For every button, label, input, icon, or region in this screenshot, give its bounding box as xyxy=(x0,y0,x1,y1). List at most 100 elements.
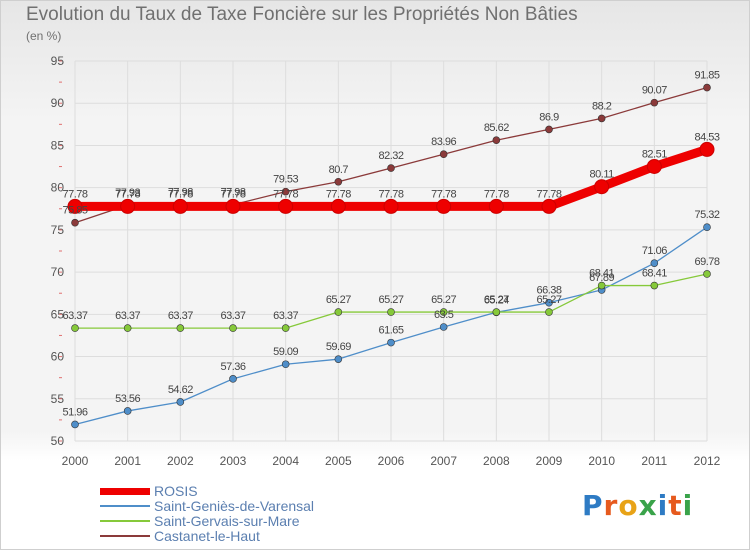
data-label: 77.78 xyxy=(115,188,140,200)
data-point xyxy=(334,177,343,186)
data-label: 88.2 xyxy=(592,100,612,112)
data-label: 83.96 xyxy=(431,136,456,148)
data-point xyxy=(492,308,501,316)
y-tick-label: 60 xyxy=(51,350,65,364)
x-tick-label: 2006 xyxy=(378,454,405,468)
y-tick-label: 65 xyxy=(51,307,65,321)
data-point xyxy=(545,308,553,316)
data-label: 63.37 xyxy=(168,310,193,322)
data-point xyxy=(387,308,395,316)
y-tick-label: 70 xyxy=(51,265,65,279)
data-label: 54.62 xyxy=(168,384,193,396)
data-point xyxy=(123,324,132,332)
y-tick-label: 85 xyxy=(51,138,65,152)
x-tick-label: 2002 xyxy=(167,454,194,468)
data-point xyxy=(699,141,715,157)
data-point xyxy=(650,98,659,107)
data-point xyxy=(545,298,553,307)
data-point xyxy=(387,338,395,347)
data-point xyxy=(334,355,343,363)
data-point xyxy=(383,198,399,214)
data-point xyxy=(67,198,83,214)
data-point xyxy=(703,83,711,92)
data-point xyxy=(120,198,136,214)
data-label: 82.32 xyxy=(378,150,403,162)
data-point xyxy=(225,198,241,214)
data-point xyxy=(597,281,606,290)
x-tick-label: 2005 xyxy=(325,454,352,468)
data-label: 90.07 xyxy=(642,85,667,97)
logo-letter: t xyxy=(668,489,683,522)
x-tick-label: 2003 xyxy=(220,454,247,468)
data-point xyxy=(176,324,185,332)
data-point xyxy=(229,375,237,383)
data-label: 68.41 xyxy=(642,268,667,280)
data-label: 63.37 xyxy=(62,310,87,322)
data-point xyxy=(71,324,79,332)
legend-swatch-saint-genies xyxy=(100,505,150,507)
x-tick-label: 2012 xyxy=(694,454,721,468)
data-label: 65.27 xyxy=(378,294,403,306)
data-label: 65.27 xyxy=(326,294,351,306)
data-point xyxy=(330,198,346,214)
legend-label-castanet: Castanet-le-Haut xyxy=(154,528,260,544)
data-label: 77.78 xyxy=(431,188,456,200)
x-tick-label: 2000 xyxy=(62,454,89,468)
x-tick-label: 2010 xyxy=(588,454,615,468)
data-point xyxy=(594,179,610,195)
data-label: 71.06 xyxy=(642,245,667,257)
data-label: 77.98 xyxy=(168,187,193,199)
x-tick-label: 2011 xyxy=(641,454,667,468)
data-label: 77.78 xyxy=(484,188,509,200)
legend-label-saint-gervais: Saint-Gervais-sur-Mare xyxy=(154,513,300,529)
data-label: 68.41 xyxy=(589,268,614,280)
data-label: 65.27 xyxy=(431,294,456,306)
x-tick-label: 2007 xyxy=(430,454,457,468)
chart-subtitle: (en %) xyxy=(26,29,62,43)
data-point xyxy=(488,198,504,214)
data-label: 84.53 xyxy=(694,131,719,143)
data-label: 75.32 xyxy=(694,209,719,221)
data-point xyxy=(650,281,659,290)
chart-title: Evolution du Taux de Taxe Foncière sur l… xyxy=(26,4,578,25)
data-point xyxy=(172,198,188,214)
data-point xyxy=(281,324,290,332)
data-label: 82.51 xyxy=(642,148,667,160)
data-label: 69.78 xyxy=(694,256,719,268)
data-label: 66.38 xyxy=(536,285,561,297)
data-label: 79.53 xyxy=(273,174,298,186)
data-label: 65.24 xyxy=(484,294,509,306)
data-label: 86.9 xyxy=(539,111,559,123)
data-label: 67.89 xyxy=(589,272,614,284)
data-point xyxy=(71,420,79,429)
legend-swatch-rosis xyxy=(100,488,150,495)
x-tick-label: 2009 xyxy=(536,454,563,468)
logo-letter: r xyxy=(603,489,619,522)
data-label: 85.62 xyxy=(484,122,509,134)
x-tick-label: 2001 xyxy=(114,454,141,468)
data-label: 59.69 xyxy=(326,341,351,353)
data-point xyxy=(703,223,711,231)
logo-letter: x xyxy=(638,489,658,522)
y-tick-label: 55 xyxy=(51,392,65,406)
x-tick-label: 2008 xyxy=(483,454,510,468)
legend-swatch-castanet xyxy=(100,535,150,537)
data-point xyxy=(176,398,185,406)
data-point xyxy=(545,125,553,134)
data-label: 63.37 xyxy=(115,310,140,322)
y-tick-label: 80 xyxy=(51,181,65,195)
y-tick-label: 75 xyxy=(51,223,65,237)
data-point xyxy=(492,136,501,145)
logo-letter: i xyxy=(682,489,694,522)
data-label: 77.98 xyxy=(220,187,245,199)
data-label: 80.11 xyxy=(590,169,615,181)
data-label: 77.78 xyxy=(168,188,193,200)
data-label: 77.78 xyxy=(220,188,245,200)
data-label: 77.78 xyxy=(378,188,403,200)
data-label: 59.09 xyxy=(273,346,298,358)
data-point xyxy=(281,360,290,369)
data-label: 77.78 xyxy=(62,188,87,200)
data-point xyxy=(703,270,711,278)
data-label: 53.56 xyxy=(115,393,140,405)
logo-letter: P xyxy=(582,489,604,522)
